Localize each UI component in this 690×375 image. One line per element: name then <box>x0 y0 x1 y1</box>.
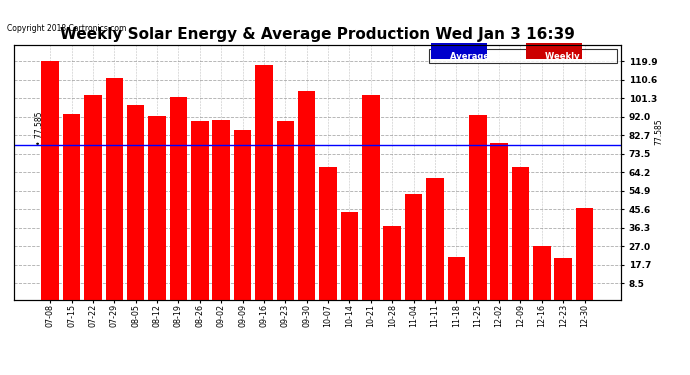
Bar <box>362 95 380 300</box>
Text: 85.172: 85.172 <box>240 242 245 263</box>
Bar <box>533 246 551 300</box>
Bar <box>63 114 80 300</box>
Bar <box>405 194 422 300</box>
Text: 26.936: 26.936 <box>540 274 544 296</box>
Legend: Average  (kWh), Weekly  (kWh): Average (kWh), Weekly (kWh) <box>428 49 617 63</box>
Text: Copyright 2018 Cartronics.com: Copyright 2018 Cartronics.com <box>7 24 126 33</box>
Text: 93.520: 93.520 <box>69 237 74 258</box>
Bar <box>148 116 166 300</box>
Text: 36.946: 36.946 <box>390 269 395 290</box>
Text: 98.130: 98.130 <box>133 235 138 256</box>
Text: 90.164: 90.164 <box>219 239 224 260</box>
Title: Weekly Solar Energy & Average Production Wed Jan 3 16:39: Weekly Solar Energy & Average Production… <box>60 27 575 42</box>
Bar <box>384 226 401 300</box>
Text: 78.994: 78.994 <box>497 245 502 266</box>
Text: 102.680: 102.680 <box>90 231 95 255</box>
Bar <box>341 212 358 300</box>
Text: 89.750: 89.750 <box>283 239 288 260</box>
Bar <box>213 120 230 300</box>
Bar <box>448 257 465 300</box>
Text: 111.592: 111.592 <box>112 225 117 250</box>
Text: • 77.585: • 77.585 <box>35 112 44 146</box>
Bar <box>491 142 508 300</box>
Text: 104.740: 104.740 <box>304 230 309 254</box>
Text: 44.308: 44.308 <box>347 265 352 286</box>
Bar <box>576 208 593 300</box>
Text: 119.896: 119.896 <box>48 221 52 245</box>
Bar <box>170 97 187 300</box>
Text: 21.736: 21.736 <box>454 278 459 298</box>
Text: 66.658: 66.658 <box>326 252 331 273</box>
Bar <box>234 130 251 300</box>
Text: 93.036: 93.036 <box>475 238 480 259</box>
Bar <box>319 167 337 300</box>
Bar <box>426 178 444 300</box>
Text: 89.608: 89.608 <box>197 240 202 261</box>
Text: 77.585: 77.585 <box>654 119 663 146</box>
Bar <box>255 64 273 300</box>
Text: 66.856: 66.856 <box>518 252 523 273</box>
Bar <box>84 96 101 300</box>
Bar <box>191 122 208 300</box>
Bar <box>469 115 486 300</box>
Text: 20.838: 20.838 <box>561 278 566 299</box>
Text: 46.230: 46.230 <box>582 264 587 285</box>
Text: 53.140: 53.140 <box>411 260 416 281</box>
Bar <box>277 121 294 300</box>
Text: 61.364: 61.364 <box>433 255 437 276</box>
Text: 102.738: 102.738 <box>368 231 373 255</box>
Bar <box>41 61 59 300</box>
Bar <box>555 258 572 300</box>
Bar <box>106 78 123 300</box>
Text: 101.916: 101.916 <box>176 231 181 255</box>
Bar <box>512 167 529 300</box>
Bar <box>298 92 315 300</box>
Text: 92.210: 92.210 <box>155 238 159 259</box>
Text: 118.156: 118.156 <box>262 222 266 246</box>
Bar <box>127 105 144 300</box>
